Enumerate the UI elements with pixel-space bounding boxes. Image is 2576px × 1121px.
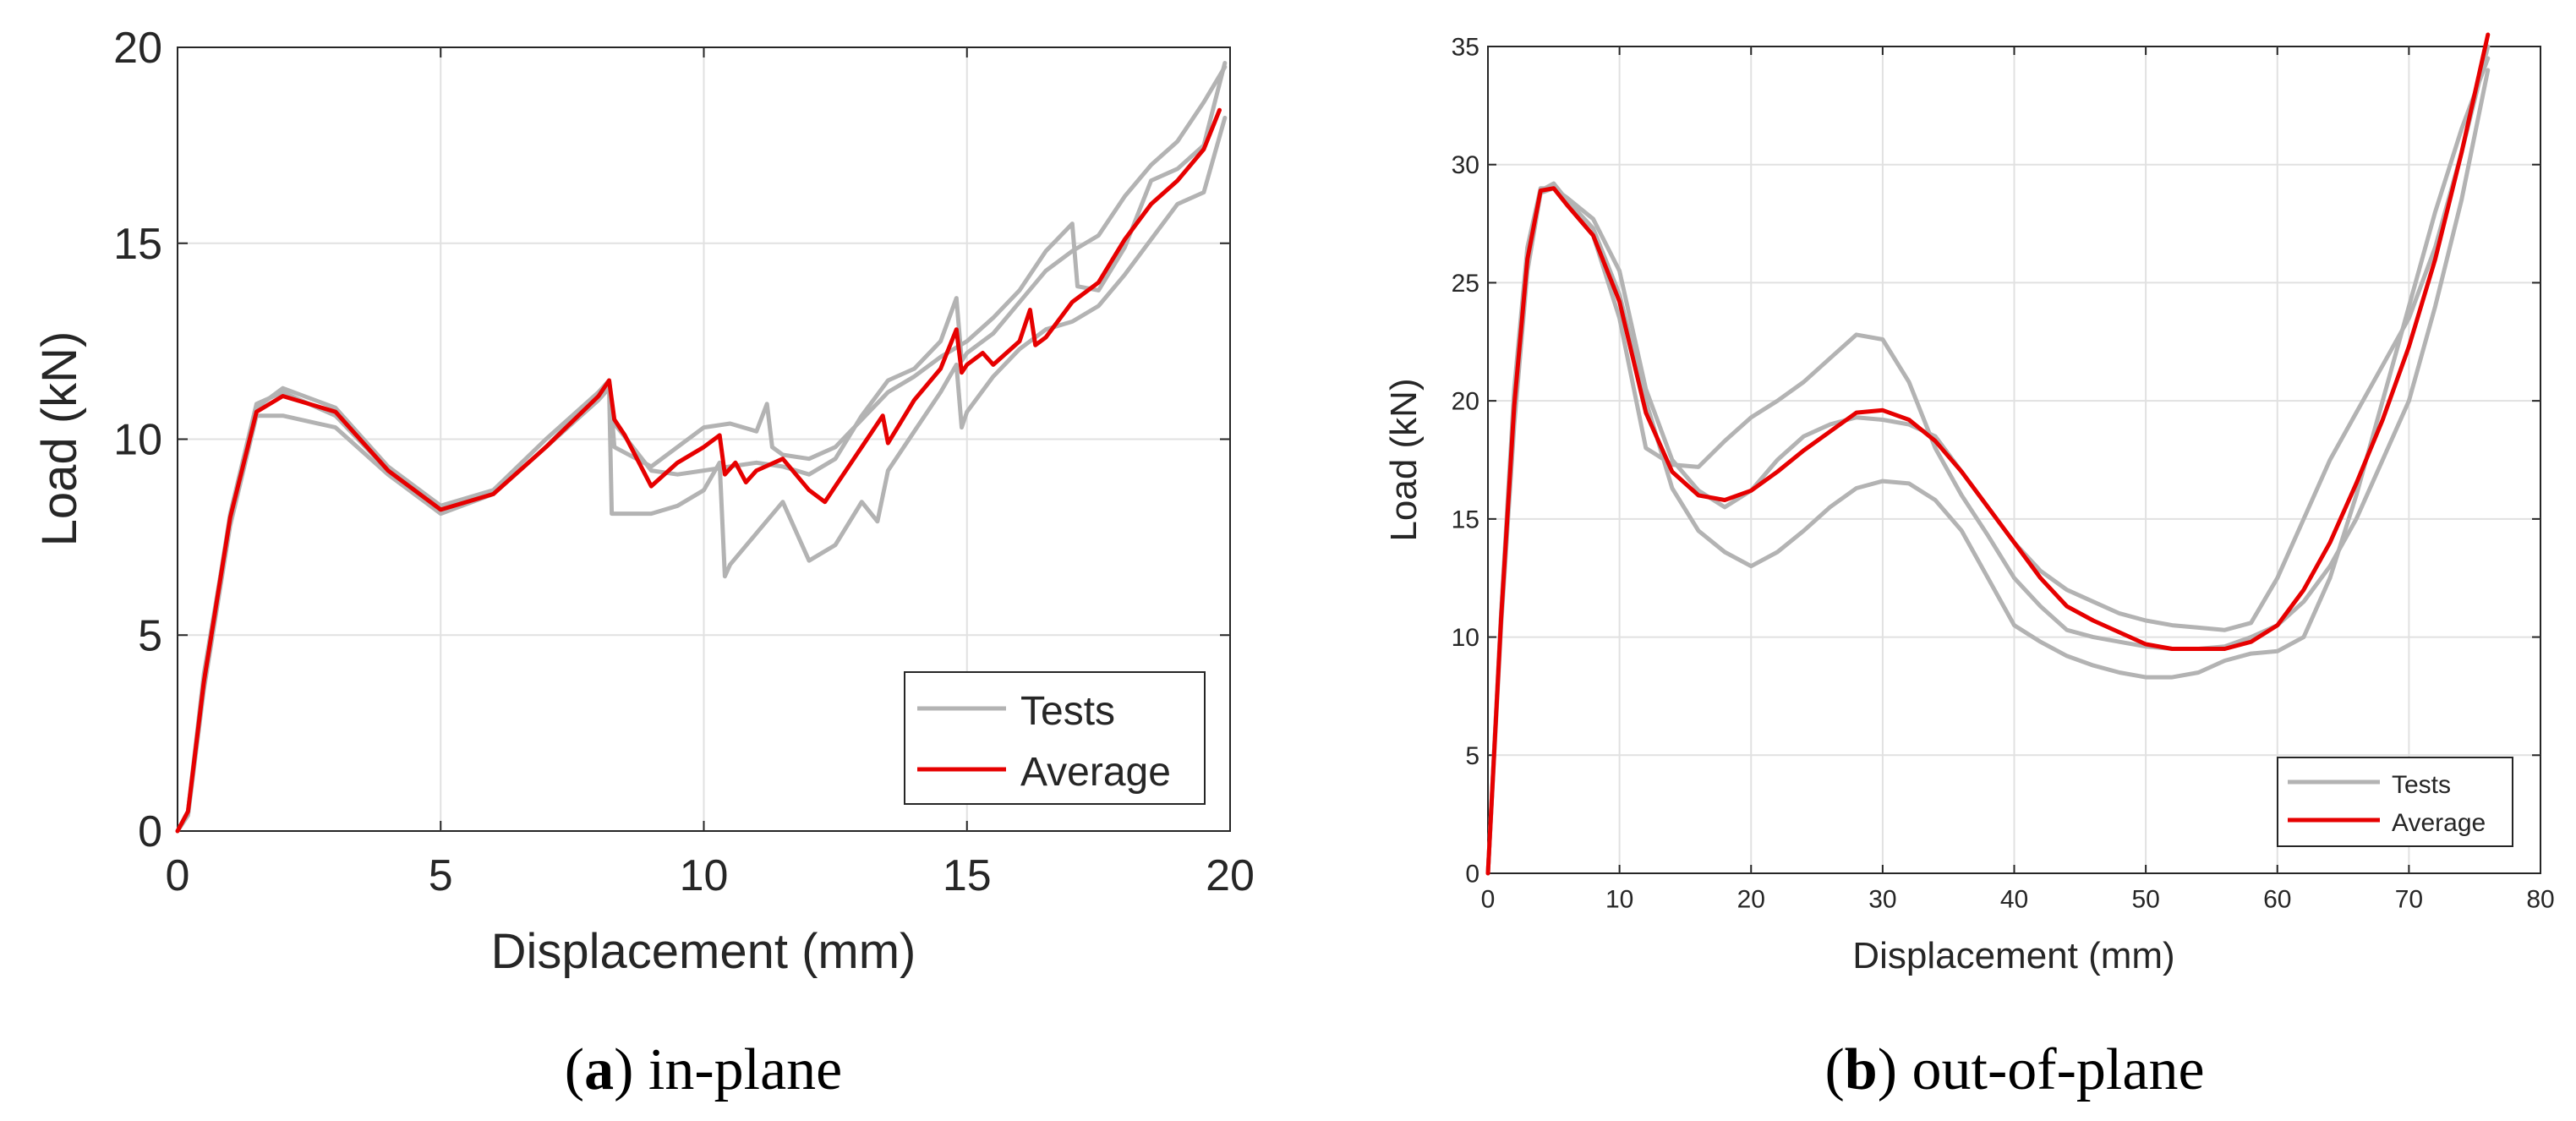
caption-a: (a) in-plane <box>565 1037 842 1102</box>
y-tick-label: 35 <box>1452 34 1479 62</box>
legend-label-average: Average <box>2392 809 2486 837</box>
legend-label-average: Average <box>1020 750 1171 795</box>
x-tick-label: 0 <box>166 851 190 900</box>
x-axis-label: Displacement (mm) <box>491 924 916 979</box>
caption-paren-open: ( <box>565 1037 584 1102</box>
y-tick-label: 5 <box>138 611 162 660</box>
y-tick-label: 5 <box>1465 742 1479 770</box>
legend-label-tests: Tests <box>1020 689 1115 734</box>
x-tick-label: 80 <box>2526 886 2554 914</box>
y-tick-label: 20 <box>1452 388 1479 416</box>
caption-paren-close: ) <box>1878 1037 1912 1102</box>
x-tick-label: 5 <box>429 851 453 900</box>
chart-panel-out-of-plane: 0 10 20 30 40 50 60 70 80 0 5 10 15 20 25 30 35 Displac… <box>1383 32 2555 976</box>
x-tick-labels: 0 5 10 15 20 <box>166 851 1255 900</box>
x-tick-label: 20 <box>1206 851 1255 900</box>
y-axis-label: Load (kN) <box>32 331 87 547</box>
legend-label-tests: Tests <box>2392 771 2451 799</box>
x-tick-label: 50 <box>2131 886 2159 914</box>
x-tick-label: 10 <box>680 851 729 900</box>
data-series <box>1485 32 2491 876</box>
x-tick-labels: 0 10 20 30 40 50 60 70 80 <box>1481 886 2555 914</box>
y-tick-label: 25 <box>1452 270 1479 298</box>
caption-letter: a <box>584 1037 614 1102</box>
x-tick-label: 70 <box>2395 886 2423 914</box>
x-tick-label: 20 <box>1737 886 1765 914</box>
x-tick-label: 10 <box>1605 886 1633 914</box>
caption-paren-close: ) <box>614 1037 648 1102</box>
y-tick-label: 15 <box>113 220 162 269</box>
y-tick-label: 0 <box>1465 861 1479 889</box>
y-tick-labels: 0 5 10 15 20 25 30 35 <box>1452 34 1479 889</box>
legend: Tests Average <box>2277 757 2513 847</box>
y-tick-label: 20 <box>113 24 162 73</box>
series-line-tests-1 <box>175 64 1228 834</box>
x-tick-label: 60 <box>2263 886 2291 914</box>
caption-b: (b) out-of-plane <box>1824 1037 2204 1102</box>
chart-panel-in-plane: 0 5 10 15 20 0 5 10 15 20 Displacement (mm) Load… <box>32 24 1255 979</box>
series-line-tests-1 <box>1485 56 2491 876</box>
grid-lines <box>1488 46 2540 873</box>
y-axis-label: Load (kN) <box>1383 378 1425 541</box>
series-line-average <box>1485 32 2491 876</box>
x-axis-label: Displacement (mm) <box>1852 935 2174 976</box>
y-tick-label: 30 <box>1452 151 1479 179</box>
series-line-average <box>175 107 1222 834</box>
caption-text: in-plane <box>648 1037 842 1102</box>
y-tick-label: 15 <box>1452 506 1479 533</box>
y-tick-labels: 0 5 10 15 20 <box>113 24 162 856</box>
caption-text: out-of-plane <box>1912 1037 2205 1102</box>
x-tick-label: 15 <box>943 851 992 900</box>
data-series <box>175 61 1228 834</box>
y-tick-label: 10 <box>1452 624 1479 652</box>
legend: Tests Average <box>904 671 1206 805</box>
x-tick-label: 40 <box>2000 886 2028 914</box>
y-tick-label: 0 <box>138 807 162 856</box>
legend-box <box>904 671 1206 805</box>
caption-paren-open: ( <box>1824 1037 1844 1102</box>
y-tick-label: 10 <box>113 416 162 465</box>
caption-letter: b <box>1845 1037 1878 1102</box>
x-tick-label: 30 <box>1868 886 1896 914</box>
x-tick-label: 0 <box>1481 886 1496 914</box>
legend-box <box>2277 757 2513 847</box>
